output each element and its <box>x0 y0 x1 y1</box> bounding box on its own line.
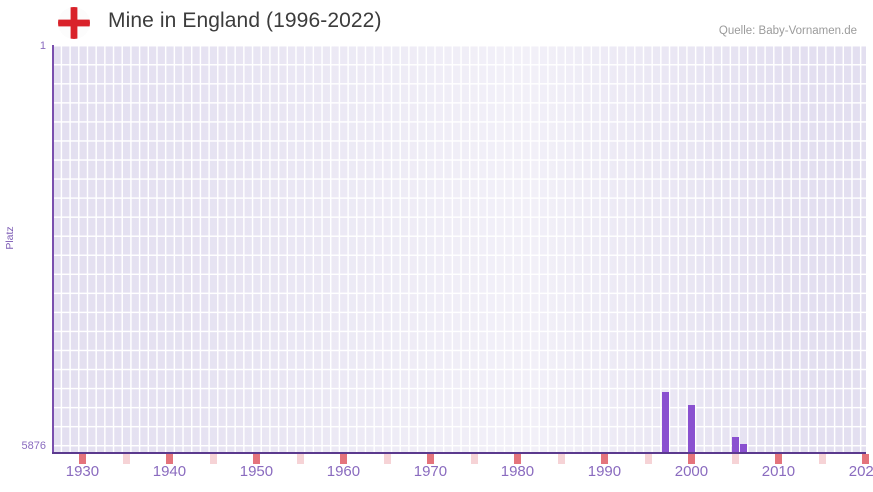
x-tick-chip-1930 <box>79 454 86 464</box>
x-tick-chip-2010 <box>775 454 782 464</box>
x-tick-chip-1960 <box>340 454 347 464</box>
x-axis-label-2000: 2000 <box>674 463 709 480</box>
x-axis-label-1960: 1960 <box>326 463 361 480</box>
chart-header: Mine in England (1996-2022) Quelle: Baby… <box>0 0 873 45</box>
x-axis-line <box>52 452 866 454</box>
x-tick-chip-2015 <box>818 454 826 464</box>
x-axis-label-1930: 1930 <box>65 463 100 480</box>
x-tick-chip-1980 <box>514 454 521 464</box>
x-tick-chip-1945 <box>209 454 217 464</box>
plot-area <box>52 45 866 453</box>
x-axis-label-1970: 1970 <box>413 463 448 480</box>
x-tick-chip-1995 <box>644 454 652 464</box>
bar-1997 <box>661 392 669 453</box>
page-title: Mine in England (1996-2022) <box>108 9 382 32</box>
y-axis-title: Platz <box>4 226 16 250</box>
x-tick-chip-1985 <box>557 454 565 464</box>
grid-background <box>52 45 866 453</box>
source-attribution: Quelle: Baby-Vornamen.de <box>718 25 857 37</box>
x-axis-label-2020: 2020 <box>848 463 873 480</box>
x-tick-chip-2005 <box>731 454 739 464</box>
x-tick-chip-1990 <box>601 454 608 464</box>
x-tick-chip-1950 <box>253 454 260 464</box>
x-tick-chip-2000 <box>688 454 695 464</box>
x-tick-chip-1955 <box>296 454 304 464</box>
x-axis-label-2010: 2010 <box>761 463 796 480</box>
x-tick-chip-1970 <box>427 454 434 464</box>
x-axis-label-1990: 1990 <box>587 463 622 480</box>
x-axis-label-1940: 1940 <box>152 463 187 480</box>
y-axis-line <box>52 45 54 454</box>
y-axis-bottom-label: 5876 <box>21 440 46 452</box>
x-tick-chip-1975 <box>470 454 478 464</box>
x-tick-chip-1935 <box>122 454 130 464</box>
england-flag-icon <box>58 7 90 39</box>
x-tick-chip-1940 <box>166 454 173 464</box>
x-tick-chip-2020 <box>862 454 869 464</box>
x-axis-label-1980: 1980 <box>500 463 535 480</box>
bar-2006 <box>740 444 748 453</box>
y-axis-top-label: 1 <box>39 40 46 52</box>
x-axis-label-1950: 1950 <box>239 463 274 480</box>
bar-2005 <box>731 437 739 453</box>
bar-2000 <box>688 405 695 453</box>
x-tick-chip-1965 <box>383 454 391 464</box>
